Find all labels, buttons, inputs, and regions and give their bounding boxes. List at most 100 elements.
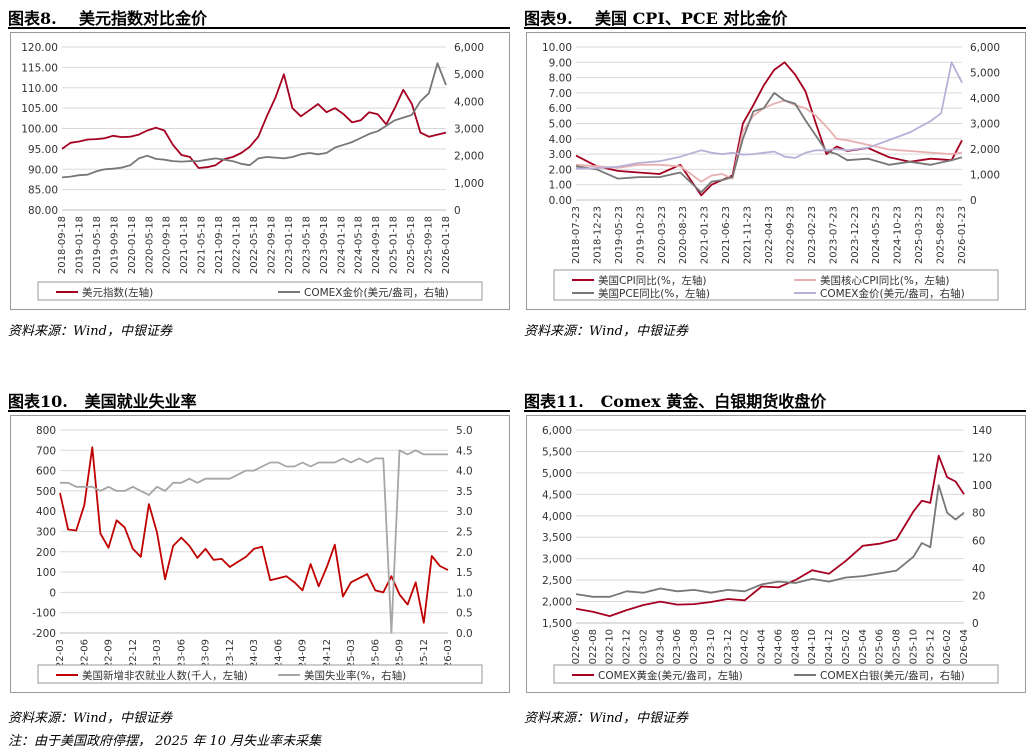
x-tick-label: 2025-06 xyxy=(875,629,886,671)
y-right-tick-label: 80 xyxy=(972,508,985,520)
x-tick-label: 2023-07-23 xyxy=(828,206,839,264)
legend-box xyxy=(37,664,483,684)
x-tick-label: 2022-09 xyxy=(104,639,115,681)
x-tick-label: 2021-05-18 xyxy=(197,216,208,274)
x-tick-label: 2025-06 xyxy=(370,639,381,681)
y-left-tick-label: 8.00 xyxy=(549,73,572,85)
panel11-source: 资料来源：Wind，中银证券 xyxy=(524,711,688,726)
y-left-tick-label: 0 xyxy=(49,587,56,599)
x-tick-label: 2026-01-23 xyxy=(957,206,968,264)
legend-entry: COMEX黄金(美元/盎司，左轴) xyxy=(598,669,743,682)
x-tick-label: 2022-12 xyxy=(128,639,139,681)
y-left-tick-label: 10.00 xyxy=(542,42,572,54)
x-tick-label: 2023-06 xyxy=(672,629,683,671)
y-right-tick-label: 3,000 xyxy=(454,124,484,136)
legend-box xyxy=(553,664,999,684)
chart-frame xyxy=(10,32,510,310)
x-tick-label: 2019-05-18 xyxy=(92,216,103,274)
x-tick-label: 2023-02-23 xyxy=(807,206,818,264)
panel10-note: 注：由于美国政府停摆， 2025 年 10 月失业率未采集 xyxy=(8,734,322,749)
x-tick-label: 2020-05-18 xyxy=(144,216,155,274)
x-tick-label: 2024-10 xyxy=(807,629,818,671)
x-tick-label: 2020-09-18 xyxy=(162,216,173,274)
x-tick-label: 2022-03 xyxy=(55,639,66,681)
legend-entry: 美国新增非农就业人数(千人，左轴) xyxy=(82,669,248,682)
x-tick-label: 2021-09-18 xyxy=(214,216,225,274)
x-tick-label: 2022-01-18 xyxy=(232,216,243,274)
y-right-tick-label: 4,000 xyxy=(454,96,484,108)
y-left-tick-label: 6.00 xyxy=(549,103,572,115)
x-tick-label: 2024-12 xyxy=(322,639,333,681)
chart-gold-silver-futures: 6,000 5,500 5,000 4,500 4,000 3,500 3,000 2,500… xyxy=(526,415,1026,693)
series-line-1 xyxy=(575,99,963,183)
panel10-label: 图表10. xyxy=(8,392,68,411)
legend-entry: COMEX金价(美元/盎司，右轴) xyxy=(304,286,449,299)
y-right-tick-label: 100 xyxy=(972,480,992,492)
x-tick-label: 2025-01-18 xyxy=(389,216,400,274)
x-tick-label: 2020-01-18 xyxy=(127,216,138,274)
x-tick-label: 2025-10 xyxy=(908,629,919,671)
x-tick-label: 2022-12 xyxy=(622,629,633,671)
y-left-tick-label: 2.00 xyxy=(549,164,572,176)
y-right-tick-label: 6,000 xyxy=(454,42,484,54)
x-tick-label: 2026-04 xyxy=(959,629,970,671)
y-left-tick-label: -100 xyxy=(32,608,56,620)
y-right-tick-label: 2,000 xyxy=(454,151,484,163)
x-tick-label: 2024-03 xyxy=(249,639,260,681)
panel9-title: 图表9. 美国 CPI、PCE 对比金价 xyxy=(524,5,787,29)
y-left-tick-label: 500 xyxy=(36,486,56,498)
y-left-tick-label: 5,500 xyxy=(542,446,572,458)
x-tick-label: 2021-01-18 xyxy=(179,216,190,274)
y-left-tick-label: 200 xyxy=(36,547,56,559)
x-tick-label: 2018-09-18 xyxy=(57,216,68,274)
y-left-tick-label: 9.00 xyxy=(549,57,572,69)
x-tick-label: 2026-03 xyxy=(443,639,454,681)
y-left-tick-label: 800 xyxy=(36,425,56,437)
y-left-tick-label: 600 xyxy=(36,466,56,478)
x-tick-label: 2025-04 xyxy=(858,629,869,671)
y-left-tick-label: 3,000 xyxy=(542,554,572,566)
x-tick-label: 2025-12 xyxy=(925,629,936,671)
chart-frame xyxy=(526,32,1026,310)
series-line-1 xyxy=(60,449,448,634)
y-right-tick-label: 60 xyxy=(972,535,985,547)
x-tick-label: 2024-12 xyxy=(824,629,835,671)
panel8-source: 资料来源：Wind，中银证券 xyxy=(8,324,172,339)
panel8-title: 图表8. 美元指数对比金价 xyxy=(8,5,207,29)
x-tick-label: 2025-05-18 xyxy=(406,216,417,274)
x-tick-label: 2023-01-18 xyxy=(284,216,295,274)
series-line-0 xyxy=(61,73,447,169)
panel10-source: 资料来源：Wind，中银证券 xyxy=(8,711,172,726)
panel9-label: 图表9. xyxy=(524,9,573,28)
y-left-tick-label: 3,500 xyxy=(542,532,572,544)
y-right-tick-label: 4.5 xyxy=(456,445,473,457)
x-tick-label: 2023-02 xyxy=(638,629,649,671)
x-tick-label: 2024-09 xyxy=(298,639,309,681)
y-left-tick-label: 5,000 xyxy=(542,468,572,480)
y-right-tick-label: 0.0 xyxy=(456,628,473,640)
chart-dxy-vs-gold: 120.00 115.00 110.00 105.00 100.00 95.00 90.00… xyxy=(10,32,510,310)
x-tick-label: 2025-09-18 xyxy=(424,216,435,274)
y-right-tick-label: 3.5 xyxy=(456,486,473,498)
y-right-tick-label: 140 xyxy=(972,425,992,437)
x-tick-label: 2022-08 xyxy=(588,629,599,671)
legend-entry: 美国PCE同比(%，左轴) xyxy=(598,287,710,300)
y-right-tick-label: 6,000 xyxy=(970,42,1000,54)
panel11-label: 图表11. xyxy=(524,392,584,411)
y-right-tick-label: 5,000 xyxy=(454,69,484,81)
y-right-tick-label: 5,000 xyxy=(970,68,1000,80)
y-left-tick-label: 110.00 xyxy=(21,83,58,95)
x-tick-label: 2022-05-18 xyxy=(249,216,260,274)
y-right-tick-label: 3,000 xyxy=(970,119,1000,131)
x-tick-label: 2024-05-18 xyxy=(354,216,365,274)
y-right-tick-label: 0 xyxy=(454,205,461,217)
y-right-tick-label: 120 xyxy=(972,453,992,465)
panel10-title: 图表10. 美国就业失业率 xyxy=(8,388,197,412)
x-tick-label: 2023-09-18 xyxy=(319,216,330,274)
y-left-tick-label: 4,500 xyxy=(542,489,572,501)
y-left-tick-label: 6,000 xyxy=(542,425,572,437)
chart-cpi-pce-vs-gold: 10.00 9.00 8.00 7.00 6.00 5.00 4.00 3.00 2.00 1.0… xyxy=(526,32,1026,310)
x-tick-label: 2023-10 xyxy=(706,629,717,671)
y-right-tick-label: 2,000 xyxy=(970,144,1000,156)
chart-frame xyxy=(10,415,510,693)
